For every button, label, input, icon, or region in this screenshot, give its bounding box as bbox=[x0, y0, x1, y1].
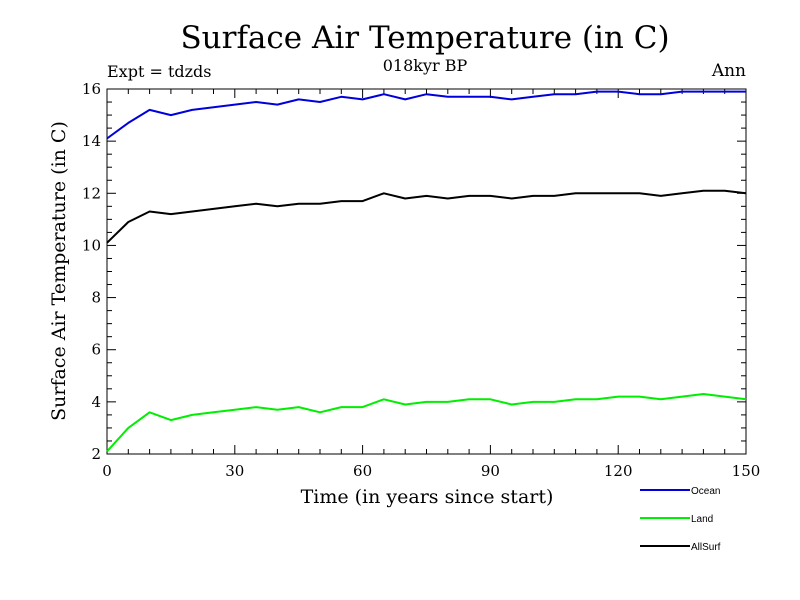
chart-subtitle: 018kyr BP bbox=[383, 56, 468, 75]
y-tick-label: 12 bbox=[82, 184, 101, 202]
series-line-allsurf bbox=[106, 189, 747, 244]
legend-label-land: Land bbox=[691, 514, 713, 525]
y-tick-labels: 2 4 6 8 10 12 14 16 bbox=[82, 80, 101, 463]
plot-area bbox=[106, 88, 747, 455]
axis-ticks bbox=[106, 88, 747, 455]
y-tick-label: 16 bbox=[82, 80, 101, 98]
x-tick-label: 60 bbox=[353, 462, 372, 480]
chart-title: Surface Air Temperature (in C) bbox=[180, 20, 669, 56]
x-tick-labels: 0 30 60 90 120 150 bbox=[102, 462, 760, 480]
y-tick-label: 14 bbox=[82, 132, 101, 150]
y-axis-label: Surface Air Temperature (in C) bbox=[48, 121, 70, 421]
x-tick-label: 30 bbox=[225, 462, 244, 480]
series-line-ocean bbox=[106, 90, 746, 140]
x-axis-label: Time (in years since start) bbox=[301, 486, 554, 508]
y-tick-label: 10 bbox=[82, 236, 101, 254]
y-tick-label: 6 bbox=[91, 341, 101, 359]
y-tick-label: 2 bbox=[91, 445, 101, 463]
legend: Ocean Land AllSurf bbox=[640, 486, 721, 553]
series-line-land bbox=[106, 393, 747, 453]
x-tick-label: 0 bbox=[102, 462, 112, 480]
x-tick-label: 120 bbox=[604, 462, 633, 480]
plot-frame bbox=[106, 88, 747, 455]
x-tick-label: 150 bbox=[732, 462, 761, 480]
experiment-label: Expt = tdzds bbox=[107, 62, 212, 81]
x-tick-label: 90 bbox=[481, 462, 500, 480]
y-tick-label: 4 bbox=[91, 393, 101, 411]
period-label: Ann bbox=[711, 61, 746, 81]
y-tick-label: 8 bbox=[91, 289, 101, 307]
legend-label-ocean: Ocean bbox=[691, 486, 720, 497]
legend-label-allsurf: AllSurf bbox=[691, 542, 721, 553]
series-lines bbox=[106, 90, 747, 453]
